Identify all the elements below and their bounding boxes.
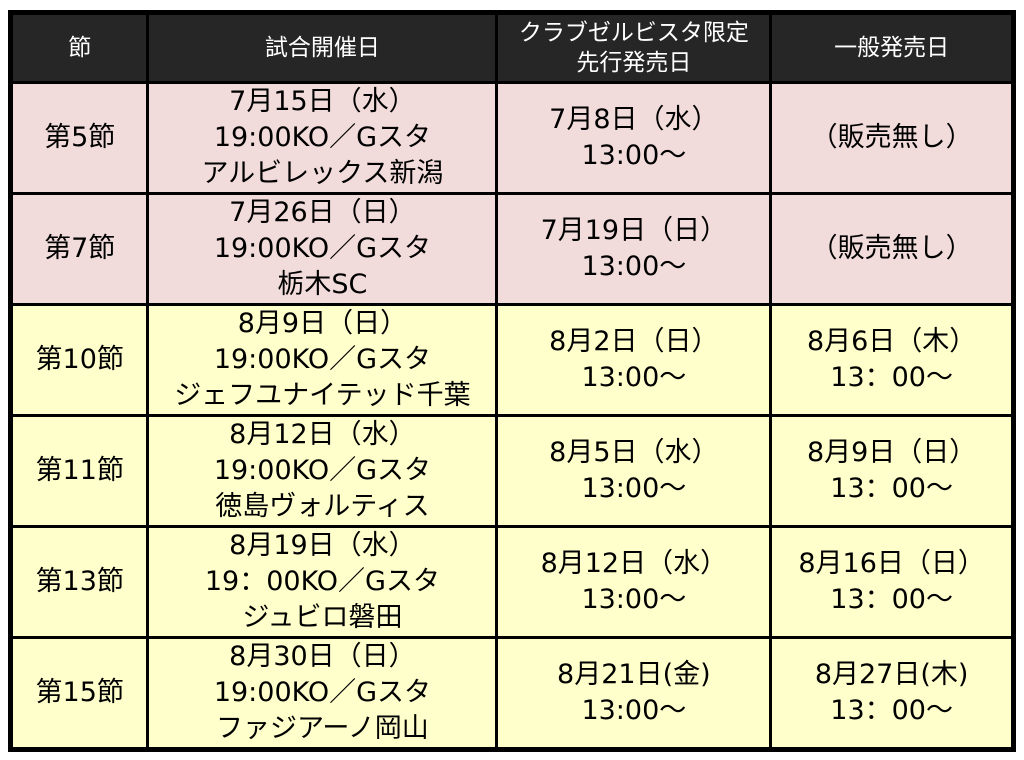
match-kickoff-line: 19:00KO／Gスタ <box>213 677 432 708</box>
match-opponent-line: ジェフユナイテッド千葉 <box>174 380 471 411</box>
match-date-cell: 8月9日（日） 19:00KO／Gスタ ジェフユナイテッド千葉 <box>146 303 499 417</box>
match-date-cell: 7月15日（水） 19:00KO／Gスタ アルビレックス新潟 <box>146 81 499 195</box>
match-date-line: 8月12日（水） <box>229 419 416 450</box>
general-sale-cell: 8月9日（日） 13：00～ <box>769 414 1015 528</box>
match-date-cell: 8月19日（水） 19：00KO／Gスタ ジュビロ磐田 <box>146 525 499 639</box>
match-kickoff-line: 19:00KO／Gスタ <box>213 455 432 486</box>
presale-time-line: 13:00～ <box>581 695 687 726</box>
ticket-sale-schedule-table: 節 試合開催日 クラブゼルビスタ限定 先行発売日 一般発売日 第5節 7月15日… <box>8 10 1016 752</box>
presale-time-line: 13:00～ <box>581 251 687 282</box>
header-presale-line2: 先行発売日 <box>576 50 692 76</box>
table-row: 第15節 8月30日（日） 19:00KO／Gスタ ファジアーノ岡山 8月21日… <box>8 636 1015 751</box>
header-general-sale: 一般発売日 <box>769 11 1015 84</box>
presale-time-line: 13:00～ <box>581 473 687 504</box>
section-cell: 第7節 <box>8 192 150 306</box>
presale-date-line: 7月19日（日） <box>540 215 728 246</box>
general-sale-time-line: 13：00～ <box>830 362 953 393</box>
match-date-line: 8月9日（日） <box>237 308 408 339</box>
header-match-date: 試合開催日 <box>146 11 499 84</box>
match-date-line: 7月15日（水） <box>229 86 416 117</box>
match-opponent-line: ファジアーノ岡山 <box>216 713 429 744</box>
general-sale-cell: 8月16日（日） 13：00～ <box>769 525 1015 639</box>
presale-time-line: 13:00～ <box>581 362 687 393</box>
match-date-line: 8月30日（日） <box>229 641 416 672</box>
general-sale-date-line: 8月6日（木） <box>806 326 977 357</box>
section-cell: 第10節 <box>8 303 150 417</box>
presale-date-cell: 7月19日（日） 13:00～ <box>495 192 773 306</box>
general-sale-date-line: 8月9日（日） <box>806 437 977 468</box>
general-sale-time-line: 13：00～ <box>830 584 953 615</box>
match-date-line: 7月26日（日） <box>229 197 416 228</box>
table-row: 第5節 7月15日（水） 19:00KO／Gスタ アルビレックス新潟 7月8日（… <box>8 81 1015 195</box>
match-kickoff-line: 19：00KO／Gスタ <box>204 566 440 597</box>
match-date-line: 8月19日（水） <box>229 530 416 561</box>
match-kickoff-line: 19:00KO／Gスタ <box>213 233 432 264</box>
table-row: 第13節 8月19日（水） 19：00KO／Gスタ ジュビロ磐田 8月12日（水… <box>8 525 1015 639</box>
table-row: 第7節 7月26日（日） 19:00KO／Gスタ 栃木SC 7月19日（日） 1… <box>8 192 1015 306</box>
match-kickoff-line: 19:00KO／Gスタ <box>213 122 432 153</box>
header-section: 節 <box>8 11 150 84</box>
section-cell: 第5節 <box>8 81 150 195</box>
general-sale-cell: 8月27日(木) 13：00～ <box>769 636 1015 751</box>
presale-date-line: 8月21日(金) <box>557 659 711 690</box>
presale-date-cell: 8月2日（日） 13:00～ <box>495 303 773 417</box>
presale-date-line: 8月5日（水） <box>549 437 719 468</box>
general-sale-cell: （販売無し） <box>769 192 1015 306</box>
header-presale-line1: クラブゼルビスタ限定 <box>518 20 749 46</box>
general-sale-date-line: 8月27日(木) <box>814 659 969 690</box>
match-date-cell: 8月30日（日） 19:00KO／Gスタ ファジアーノ岡山 <box>146 636 499 751</box>
presale-time-line: 13:00～ <box>581 140 687 171</box>
section-cell: 第11節 <box>8 414 150 528</box>
presale-date-cell: 8月5日（水） 13:00～ <box>495 414 773 528</box>
general-sale-cell: （販売無し） <box>769 81 1015 195</box>
match-date-cell: 8月12日（水） 19:00KO／Gスタ 徳島ヴォルティス <box>146 414 499 528</box>
section-cell: 第13節 <box>8 525 150 639</box>
section-cell: 第15節 <box>8 636 150 751</box>
presale-date-line: 8月2日（日） <box>549 326 719 357</box>
match-opponent-line: ジュビロ磐田 <box>242 602 403 633</box>
presale-date-line: 8月12日（水） <box>540 548 728 579</box>
match-opponent-line: 徳島ヴォルティス <box>215 491 430 522</box>
match-date-cell: 7月26日（日） 19:00KO／Gスタ 栃木SC <box>146 192 499 306</box>
table-header-row: 節 試合開催日 クラブゼルビスタ限定 先行発売日 一般発売日 <box>8 11 1015 84</box>
general-sale-line: （販売無し） <box>810 122 973 153</box>
presale-date-cell: 7月8日（水） 13:00～ <box>495 81 773 195</box>
general-sale-time-line: 13：00～ <box>830 473 953 504</box>
general-sale-date-line: 8月16日（日） <box>798 548 985 579</box>
match-kickoff-line: 19:00KO／Gスタ <box>213 344 432 375</box>
table-row: 第10節 8月9日（日） 19:00KO／Gスタ ジェフユナイテッド千葉 8月2… <box>8 303 1015 417</box>
header-presale-date: クラブゼルビスタ限定 先行発売日 <box>495 11 773 84</box>
general-sale-time-line: 13：00～ <box>830 695 953 726</box>
match-opponent-line: アルビレックス新潟 <box>201 158 444 189</box>
presale-date-line: 7月8日（水） <box>549 104 719 135</box>
presale-date-cell: 8月21日(金) 13:00～ <box>495 636 773 751</box>
general-sale-cell: 8月6日（木） 13：00～ <box>769 303 1015 417</box>
general-sale-line: （販売無し） <box>810 233 973 264</box>
presale-date-cell: 8月12日（水） 13:00～ <box>495 525 773 639</box>
match-opponent-line: 栃木SC <box>277 269 368 300</box>
table-row: 第11節 8月12日（水） 19:00KO／Gスタ 徳島ヴォルティス 8月5日（… <box>8 414 1015 528</box>
presale-time-line: 13:00～ <box>581 584 687 615</box>
